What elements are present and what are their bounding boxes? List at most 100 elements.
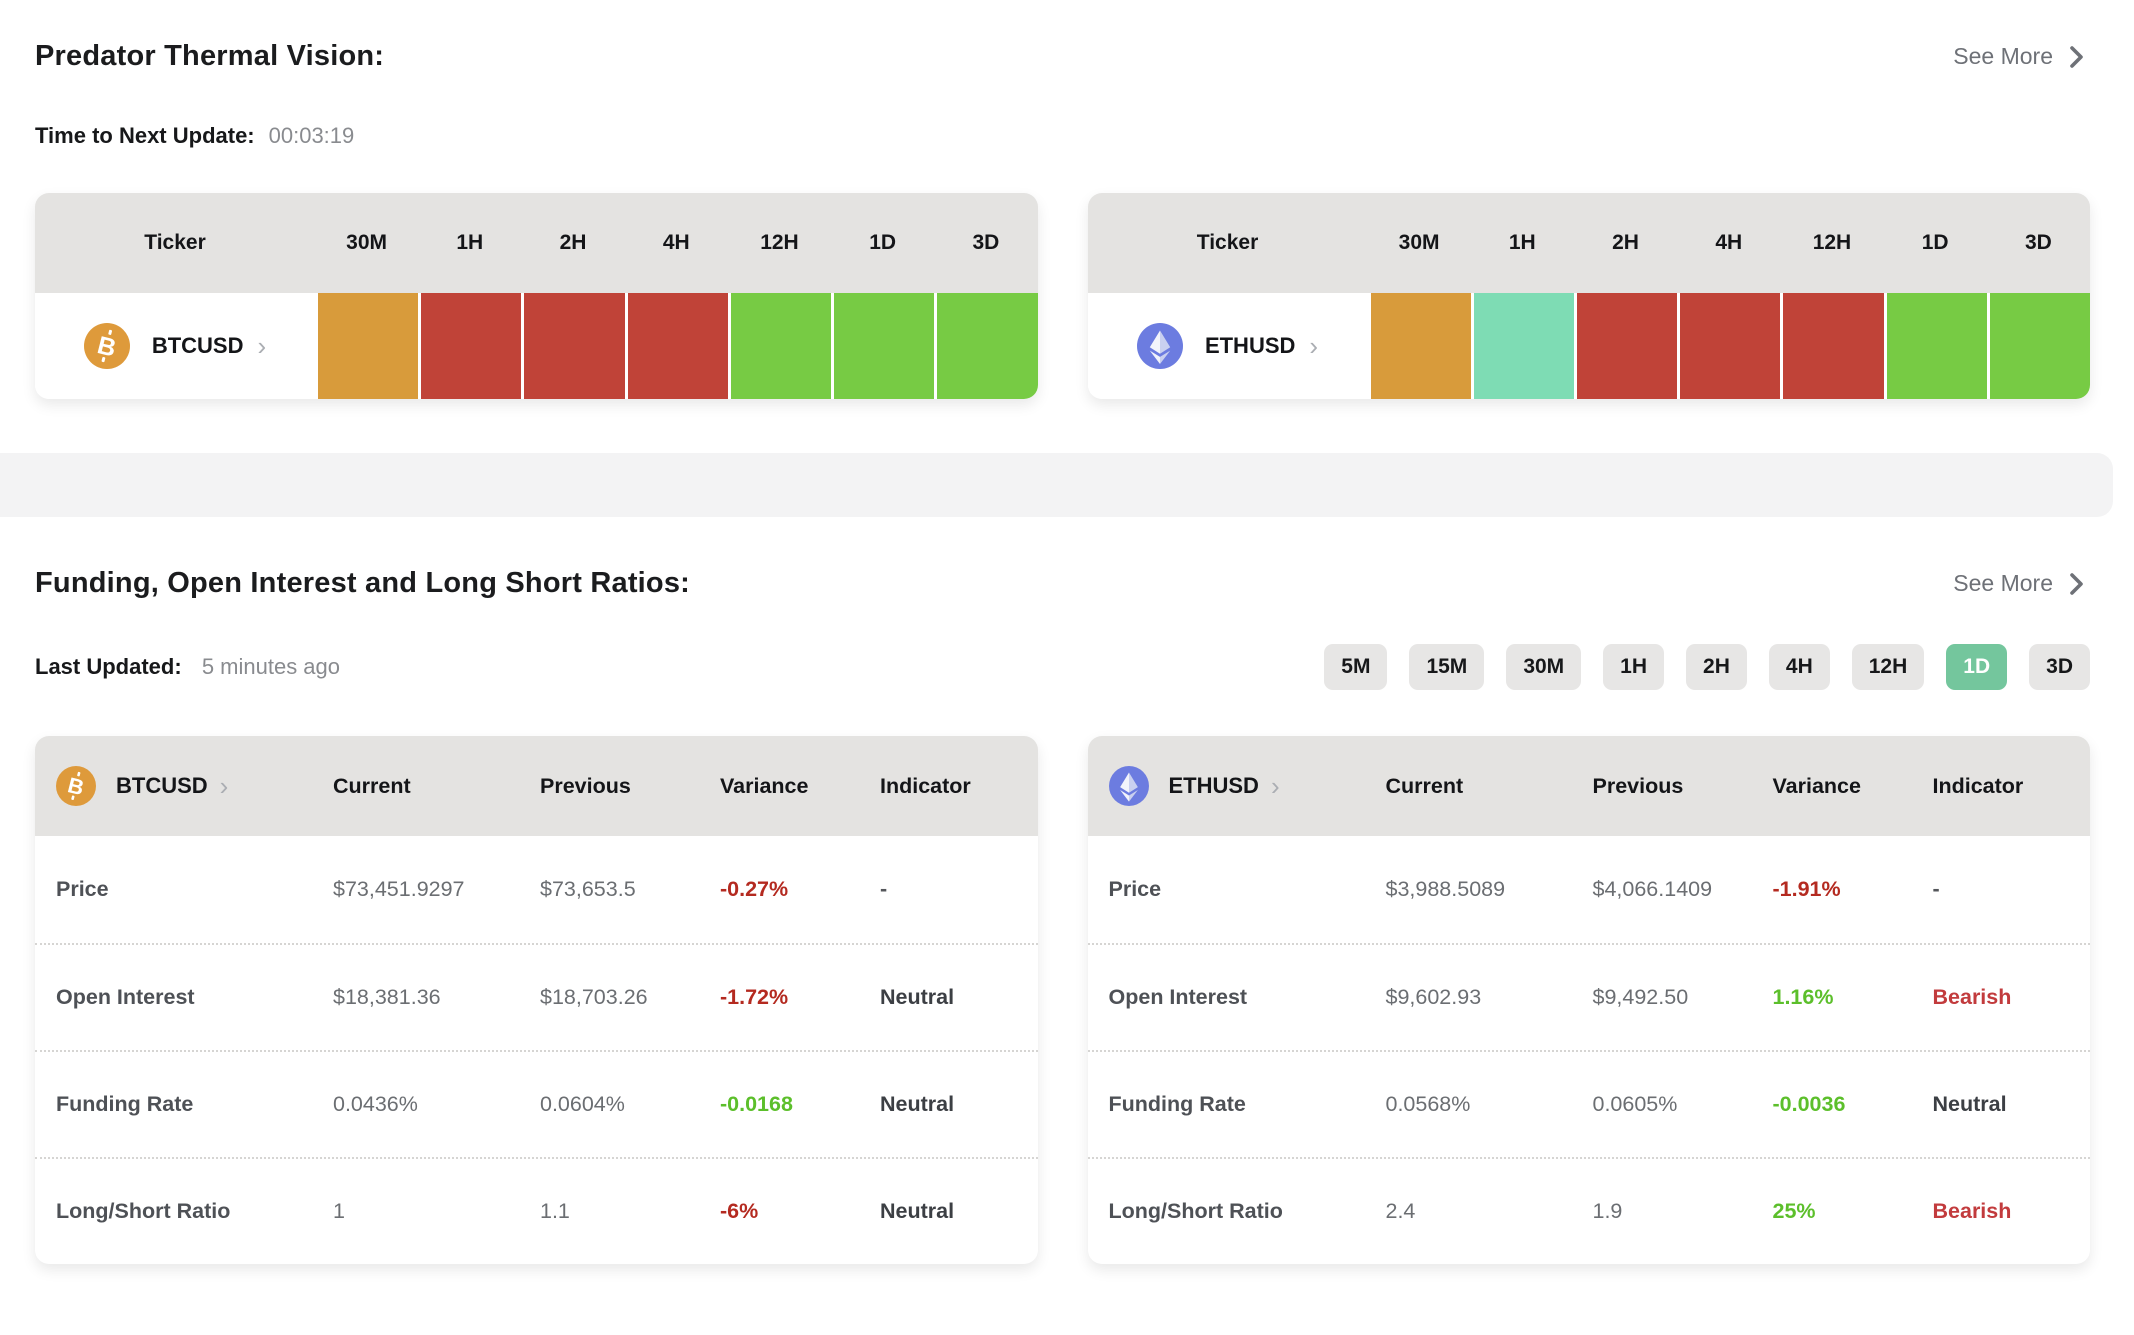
ethereum-icon xyxy=(1108,766,1149,806)
bitcoin-icon: B xyxy=(83,323,130,369)
ticker-btcusd[interactable]: B BTCUSD › xyxy=(35,293,315,399)
funding-section: Funding, Open Interest and Long Short Ra… xyxy=(0,517,2134,1264)
previous-value: $9,492.50 xyxy=(1592,985,1689,1009)
chevron-right-icon: › xyxy=(1309,331,1319,361)
timeframe-button-1d[interactable]: 1D xyxy=(1946,644,2008,690)
chevron-right-icon xyxy=(2069,572,2084,596)
heat-cell-ethusd-3d xyxy=(1989,293,2090,399)
metric-row-open-interest: Open Interest $9,602.93 $9,492.50 1.16% Bear… xyxy=(1087,943,2090,1050)
column-header-indicator: Indicator xyxy=(880,773,971,798)
timeframe-button-group: 5M 15M 30M 1H 2H 4H 12H 1D 3D xyxy=(1324,644,2090,690)
ticker-label: ETHUSD xyxy=(1168,773,1259,798)
previous-value: $73,653.5 xyxy=(540,877,636,901)
variance-value: -0.0036 xyxy=(1772,1092,1846,1116)
timeframe-column-header: 1H xyxy=(456,231,484,254)
previous-value: 1.9 xyxy=(1592,1199,1623,1223)
metric-label: Long/Short Ratio xyxy=(1108,1199,1283,1223)
see-more-label: See More xyxy=(1953,570,2053,596)
metric-label: Open Interest xyxy=(1108,985,1248,1009)
column-header-current: Current xyxy=(333,773,411,798)
thermal-heatmap-card-btcusd: Ticker 30M 1H 2H 4H 12H 1D 3D B BTCUSD › xyxy=(35,193,1038,399)
last-updated-label: Last Updated: xyxy=(35,654,182,679)
timeframe-button-12h[interactable]: 12H xyxy=(1851,644,1925,690)
metric-label: Funding Rate xyxy=(56,1092,194,1116)
indicator-value: Neutral xyxy=(880,1199,955,1223)
chevron-right-icon: › xyxy=(257,331,267,361)
metric-label: Open Interest xyxy=(56,985,195,1009)
timeframe-button-5m[interactable]: 5M xyxy=(1324,644,1388,690)
current-value: $18,381.36 xyxy=(333,985,441,1009)
previous-value: $18,703.26 xyxy=(540,985,648,1009)
funding-card-btcusd: B BTCUSD › Current Previous Variance Indicator… xyxy=(35,736,1038,1264)
metric-row-funding-rate: Funding Rate 0.0436% 0.0604% -0.0168 Neutral xyxy=(35,1050,1038,1157)
ticker-ethusd[interactable]: ETHUSD › xyxy=(1088,766,1386,806)
indicator-value: - xyxy=(880,877,888,901)
current-value: $73,451.9297 xyxy=(333,877,465,901)
thermal-heatmap-card-ethusd: Ticker 30M 1H 2H 4H 12H 1D 3D ETHUSD › xyxy=(1087,193,2090,399)
timeframe-column-header: 1H xyxy=(1508,231,1536,254)
indicator-value: Neutral xyxy=(880,985,955,1009)
timeframe-column-header: 30M xyxy=(1398,231,1440,254)
previous-value: $4,066.1409 xyxy=(1592,877,1713,901)
timeframe-column-header: 12H xyxy=(760,231,799,254)
current-value: $3,988.5089 xyxy=(1385,877,1506,901)
column-header-variance: Variance xyxy=(1772,773,1861,798)
ticker-label: BTCUSD xyxy=(116,773,208,798)
heat-cell-ethusd-30m xyxy=(1370,293,1471,399)
metric-row-funding-rate: Funding Rate 0.0568% 0.0605% -0.0036 Neutral xyxy=(1087,1050,2090,1157)
thermal-cards: Ticker 30M 1H 2H 4H 12H 1D 3D B BTCUSD › Ticker 30M 1… xyxy=(35,193,2090,399)
timeframe-button-2h[interactable]: 2H xyxy=(1686,644,1747,690)
column-header-current: Current xyxy=(1385,773,1464,798)
variance-value: -1.72% xyxy=(720,985,789,1009)
timeframe-column-header: 2H xyxy=(1612,231,1639,254)
current-value: 0.0436% xyxy=(333,1092,418,1116)
heat-cell-btcusd-3d xyxy=(937,293,1038,399)
timeframe-column-header: 30M xyxy=(346,231,388,254)
indicator-value: Bearish xyxy=(1932,985,2012,1009)
column-header-indicator: Indicator xyxy=(1932,773,2024,798)
ticker-ethusd[interactable]: ETHUSD › xyxy=(1088,293,1368,399)
bitcoin-icon: B xyxy=(56,766,96,806)
funding-card-ethusd: ETHUSD › Current Previous Variance Indicator P… xyxy=(1087,736,2091,1264)
variance-value: 25% xyxy=(1772,1199,1816,1223)
thermal-section-title: Predator Thermal Vision: xyxy=(35,40,385,72)
variance-value: -0.0168 xyxy=(720,1092,793,1116)
heat-cell-ethusd-1h xyxy=(1473,293,1574,399)
timeframe-column-header: 4H xyxy=(662,231,690,254)
variance-value: -6% xyxy=(720,1199,759,1223)
metric-row-price: Price $3,988.5089 $4,066.1409 -1.91% - xyxy=(1088,836,2091,943)
see-more-label: See More xyxy=(1953,43,2053,69)
metric-label: Price xyxy=(1108,877,1162,901)
thermal-see-more-link[interactable]: See More xyxy=(1947,42,2090,71)
timeframe-column-header: 1D xyxy=(869,231,897,254)
variance-value: -0.27% xyxy=(720,877,789,901)
funding-section-title: Funding, Open Interest and Long Short Ra… xyxy=(35,567,691,599)
heat-cell-btcusd-30m xyxy=(318,293,419,399)
previous-value: 0.0605% xyxy=(1592,1092,1678,1116)
svg-text:B: B xyxy=(65,772,86,800)
timeframe-column-header: 1D xyxy=(1921,231,1949,254)
metric-row-open-interest: Open Interest $18,381.36 $18,703.26 -1.72% N… xyxy=(35,943,1038,1050)
chevron-right-icon: › xyxy=(219,771,229,801)
heat-cell-btcusd-12h xyxy=(730,293,832,399)
funding-see-more-link[interactable]: See More xyxy=(1947,569,2090,598)
previous-value: 1.1 xyxy=(540,1199,570,1223)
metric-row-long-short-ratio: Long/Short Ratio 1 1.1 -6% Neutral xyxy=(35,1157,1038,1264)
section-divider xyxy=(0,453,2113,517)
indicator-value: Bearish xyxy=(1932,1199,2012,1223)
timeframe-button-4h[interactable]: 4H xyxy=(1768,644,1830,690)
ticker-btcusd[interactable]: B BTCUSD › xyxy=(35,766,333,806)
timeframe-column-header: 12H xyxy=(1812,231,1852,254)
indicator-value: Neutral xyxy=(1932,1092,2007,1116)
current-value: $9,602.93 xyxy=(1385,985,1482,1009)
heat-cell-btcusd-2h xyxy=(524,293,625,399)
timeframe-button-30m[interactable]: 30M xyxy=(1506,644,1582,690)
heat-cell-ethusd-12h xyxy=(1783,293,1884,399)
timeframe-button-1h[interactable]: 1H xyxy=(1603,644,1665,690)
heat-cell-btcusd-4h xyxy=(627,293,728,399)
timeframe-button-15m[interactable]: 15M xyxy=(1409,644,1485,690)
current-value: 0.0568% xyxy=(1385,1092,1471,1116)
metric-label: Funding Rate xyxy=(1108,1092,1246,1116)
timeframe-column-header: 3D xyxy=(2024,231,2052,254)
timeframe-button-3d[interactable]: 3D xyxy=(2029,644,2090,690)
